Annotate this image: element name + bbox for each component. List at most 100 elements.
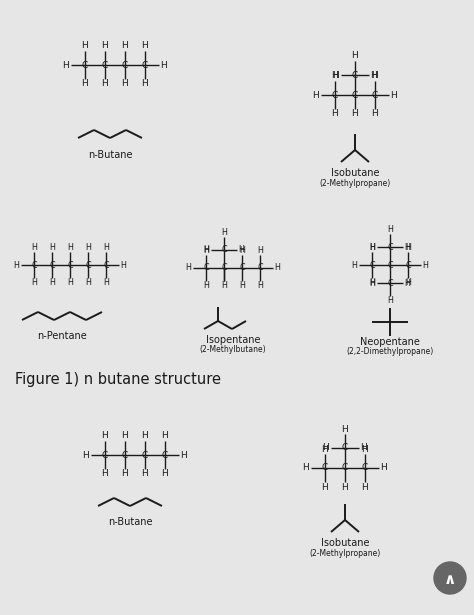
- Text: H: H: [142, 41, 148, 50]
- Text: H: H: [49, 278, 55, 287]
- Text: H: H: [387, 296, 393, 305]
- Text: H: H: [323, 443, 329, 453]
- Text: C: C: [49, 261, 55, 269]
- Text: C: C: [122, 451, 128, 459]
- Text: (2-Methylpropane): (2-Methylpropane): [319, 178, 391, 188]
- Text: H: H: [239, 281, 245, 290]
- Text: H: H: [369, 242, 375, 252]
- Text: H: H: [103, 278, 109, 287]
- Text: C: C: [102, 451, 108, 459]
- Text: C: C: [82, 60, 88, 69]
- Text: H: H: [142, 469, 148, 478]
- Text: C: C: [142, 60, 148, 69]
- Text: H: H: [302, 464, 310, 472]
- Text: H: H: [31, 278, 37, 287]
- Text: C: C: [103, 261, 109, 269]
- Text: ∧: ∧: [444, 573, 456, 587]
- Text: C: C: [372, 90, 378, 100]
- Text: H: H: [333, 71, 339, 79]
- Text: H: H: [67, 243, 73, 252]
- Text: H: H: [391, 90, 397, 100]
- Text: (2,2-Dimethylpropane): (2,2-Dimethylpropane): [346, 347, 434, 357]
- Text: H: H: [362, 445, 368, 453]
- Text: C: C: [332, 90, 338, 100]
- Text: C: C: [142, 451, 148, 459]
- Text: H: H: [221, 281, 227, 290]
- Text: C: C: [362, 464, 368, 472]
- Text: H: H: [31, 243, 37, 252]
- Text: H: H: [352, 109, 358, 119]
- Text: C: C: [122, 60, 128, 69]
- Text: H: H: [203, 246, 209, 255]
- Text: H: H: [371, 71, 377, 79]
- Text: C: C: [387, 261, 393, 269]
- Text: H: H: [49, 243, 55, 252]
- Text: H: H: [342, 483, 348, 491]
- Text: n-Pentane: n-Pentane: [37, 331, 87, 341]
- Text: H: H: [122, 79, 128, 89]
- Text: H: H: [82, 41, 88, 50]
- Text: H: H: [181, 451, 187, 459]
- Text: H: H: [405, 278, 411, 287]
- Text: H: H: [161, 60, 167, 69]
- Text: H: H: [239, 246, 245, 255]
- Text: H: H: [162, 469, 168, 478]
- Text: Neopentane: Neopentane: [360, 337, 420, 347]
- Text: H: H: [405, 279, 410, 287]
- Text: H: H: [387, 225, 393, 234]
- Text: H: H: [203, 245, 210, 255]
- Text: C: C: [342, 464, 348, 472]
- Text: H: H: [369, 278, 375, 287]
- Text: Isobutane: Isobutane: [331, 168, 379, 178]
- Text: C: C: [322, 464, 328, 472]
- Text: C: C: [387, 242, 393, 252]
- Text: H: H: [122, 41, 128, 50]
- Text: H: H: [372, 71, 378, 81]
- Text: H: H: [351, 261, 357, 269]
- Text: H: H: [257, 281, 263, 290]
- Text: Isobutane: Isobutane: [321, 538, 369, 548]
- Text: H: H: [142, 432, 148, 440]
- Text: H: H: [82, 79, 88, 89]
- Text: H: H: [274, 263, 281, 272]
- Text: H: H: [369, 243, 375, 252]
- Text: H: H: [85, 243, 91, 252]
- Text: H: H: [221, 228, 227, 237]
- Text: H: H: [423, 261, 428, 269]
- Text: H: H: [369, 279, 375, 287]
- Text: H: H: [332, 71, 338, 81]
- Text: H: H: [381, 464, 387, 472]
- Text: C: C: [221, 263, 227, 272]
- Text: C: C: [352, 71, 358, 79]
- Text: C: C: [203, 263, 209, 272]
- Text: C: C: [85, 261, 91, 269]
- Text: Isopentane: Isopentane: [206, 335, 260, 345]
- Text: H: H: [372, 109, 378, 119]
- Text: H: H: [361, 443, 367, 453]
- Text: H: H: [162, 432, 168, 440]
- Text: H: H: [313, 90, 319, 100]
- Text: H: H: [101, 41, 109, 50]
- Text: H: H: [101, 469, 109, 478]
- Text: (2-Methylpropane): (2-Methylpropane): [310, 549, 381, 558]
- Text: H: H: [85, 278, 91, 287]
- Text: H: H: [63, 60, 69, 69]
- Text: H: H: [185, 263, 191, 272]
- Text: C: C: [352, 90, 358, 100]
- Text: H: H: [405, 243, 411, 252]
- Text: C: C: [405, 261, 411, 269]
- Text: H: H: [82, 451, 90, 459]
- Text: n-Butane: n-Butane: [88, 150, 132, 160]
- Text: C: C: [369, 261, 375, 269]
- Text: H: H: [352, 52, 358, 60]
- Text: H: H: [257, 246, 263, 255]
- Text: H: H: [121, 261, 127, 269]
- Text: C: C: [387, 279, 393, 287]
- Text: C: C: [221, 245, 227, 255]
- Text: H: H: [103, 243, 109, 252]
- Text: H: H: [322, 483, 328, 491]
- Text: H: H: [101, 79, 109, 89]
- Text: C: C: [67, 261, 73, 269]
- Circle shape: [434, 562, 466, 594]
- Text: H: H: [362, 483, 368, 491]
